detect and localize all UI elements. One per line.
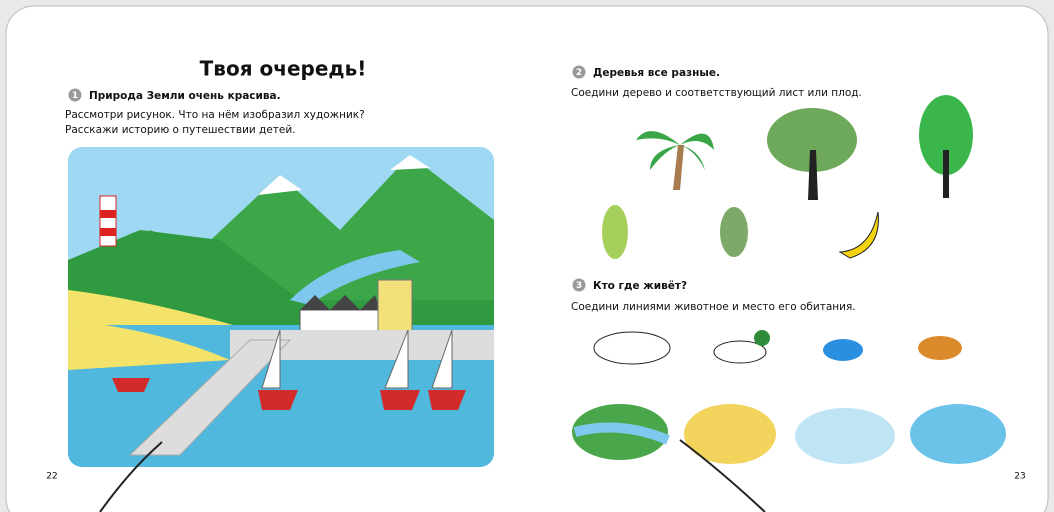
task-heading: Кто где живёт?: [593, 280, 687, 292]
task-number: 1: [72, 91, 78, 101]
task-heading: Природа Земли очень красива.: [89, 90, 281, 102]
page-number: 23: [1014, 472, 1025, 482]
task-text: Рассмотри рисунок. Что на нём изобразил …: [65, 109, 365, 121]
page-title: Твоя очередь!: [200, 57, 367, 81]
landscape-illustration: [68, 147, 494, 467]
task-number: 3: [576, 281, 582, 291]
task-text: Соедини дерево и соответствующий лист ил…: [571, 87, 862, 99]
page: {"left_page": {"title": "Твоя очередь!",…: [0, 0, 1054, 512]
task-text: Расскажи историю о путешествии детей.: [65, 124, 296, 136]
task-number: 2: [576, 68, 582, 78]
task-heading: Деревья все разные.: [593, 67, 720, 79]
task-text: Соедини линиями животное и место его оби…: [571, 301, 856, 313]
book-spread: Твоя очередь! 1 Природа Земли очень крас…: [0, 0, 1054, 512]
page-number: 22: [46, 472, 57, 482]
